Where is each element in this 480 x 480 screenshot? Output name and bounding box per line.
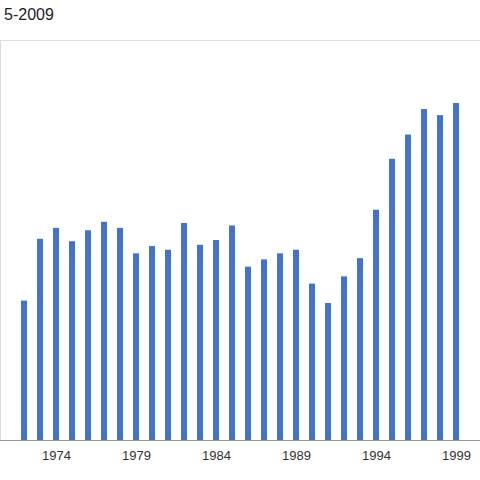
svg-text:1984: 1984 bbox=[202, 448, 231, 463]
svg-text:1989: 1989 bbox=[282, 448, 311, 463]
svg-text:1999: 1999 bbox=[442, 448, 471, 463]
html-text:5-2009: 5-2009 bbox=[4, 6, 54, 23]
svg-text:1994: 1994 bbox=[362, 448, 391, 463]
svg-text:1974: 1974 bbox=[42, 448, 71, 463]
svg-text:1979: 1979 bbox=[122, 448, 151, 463]
